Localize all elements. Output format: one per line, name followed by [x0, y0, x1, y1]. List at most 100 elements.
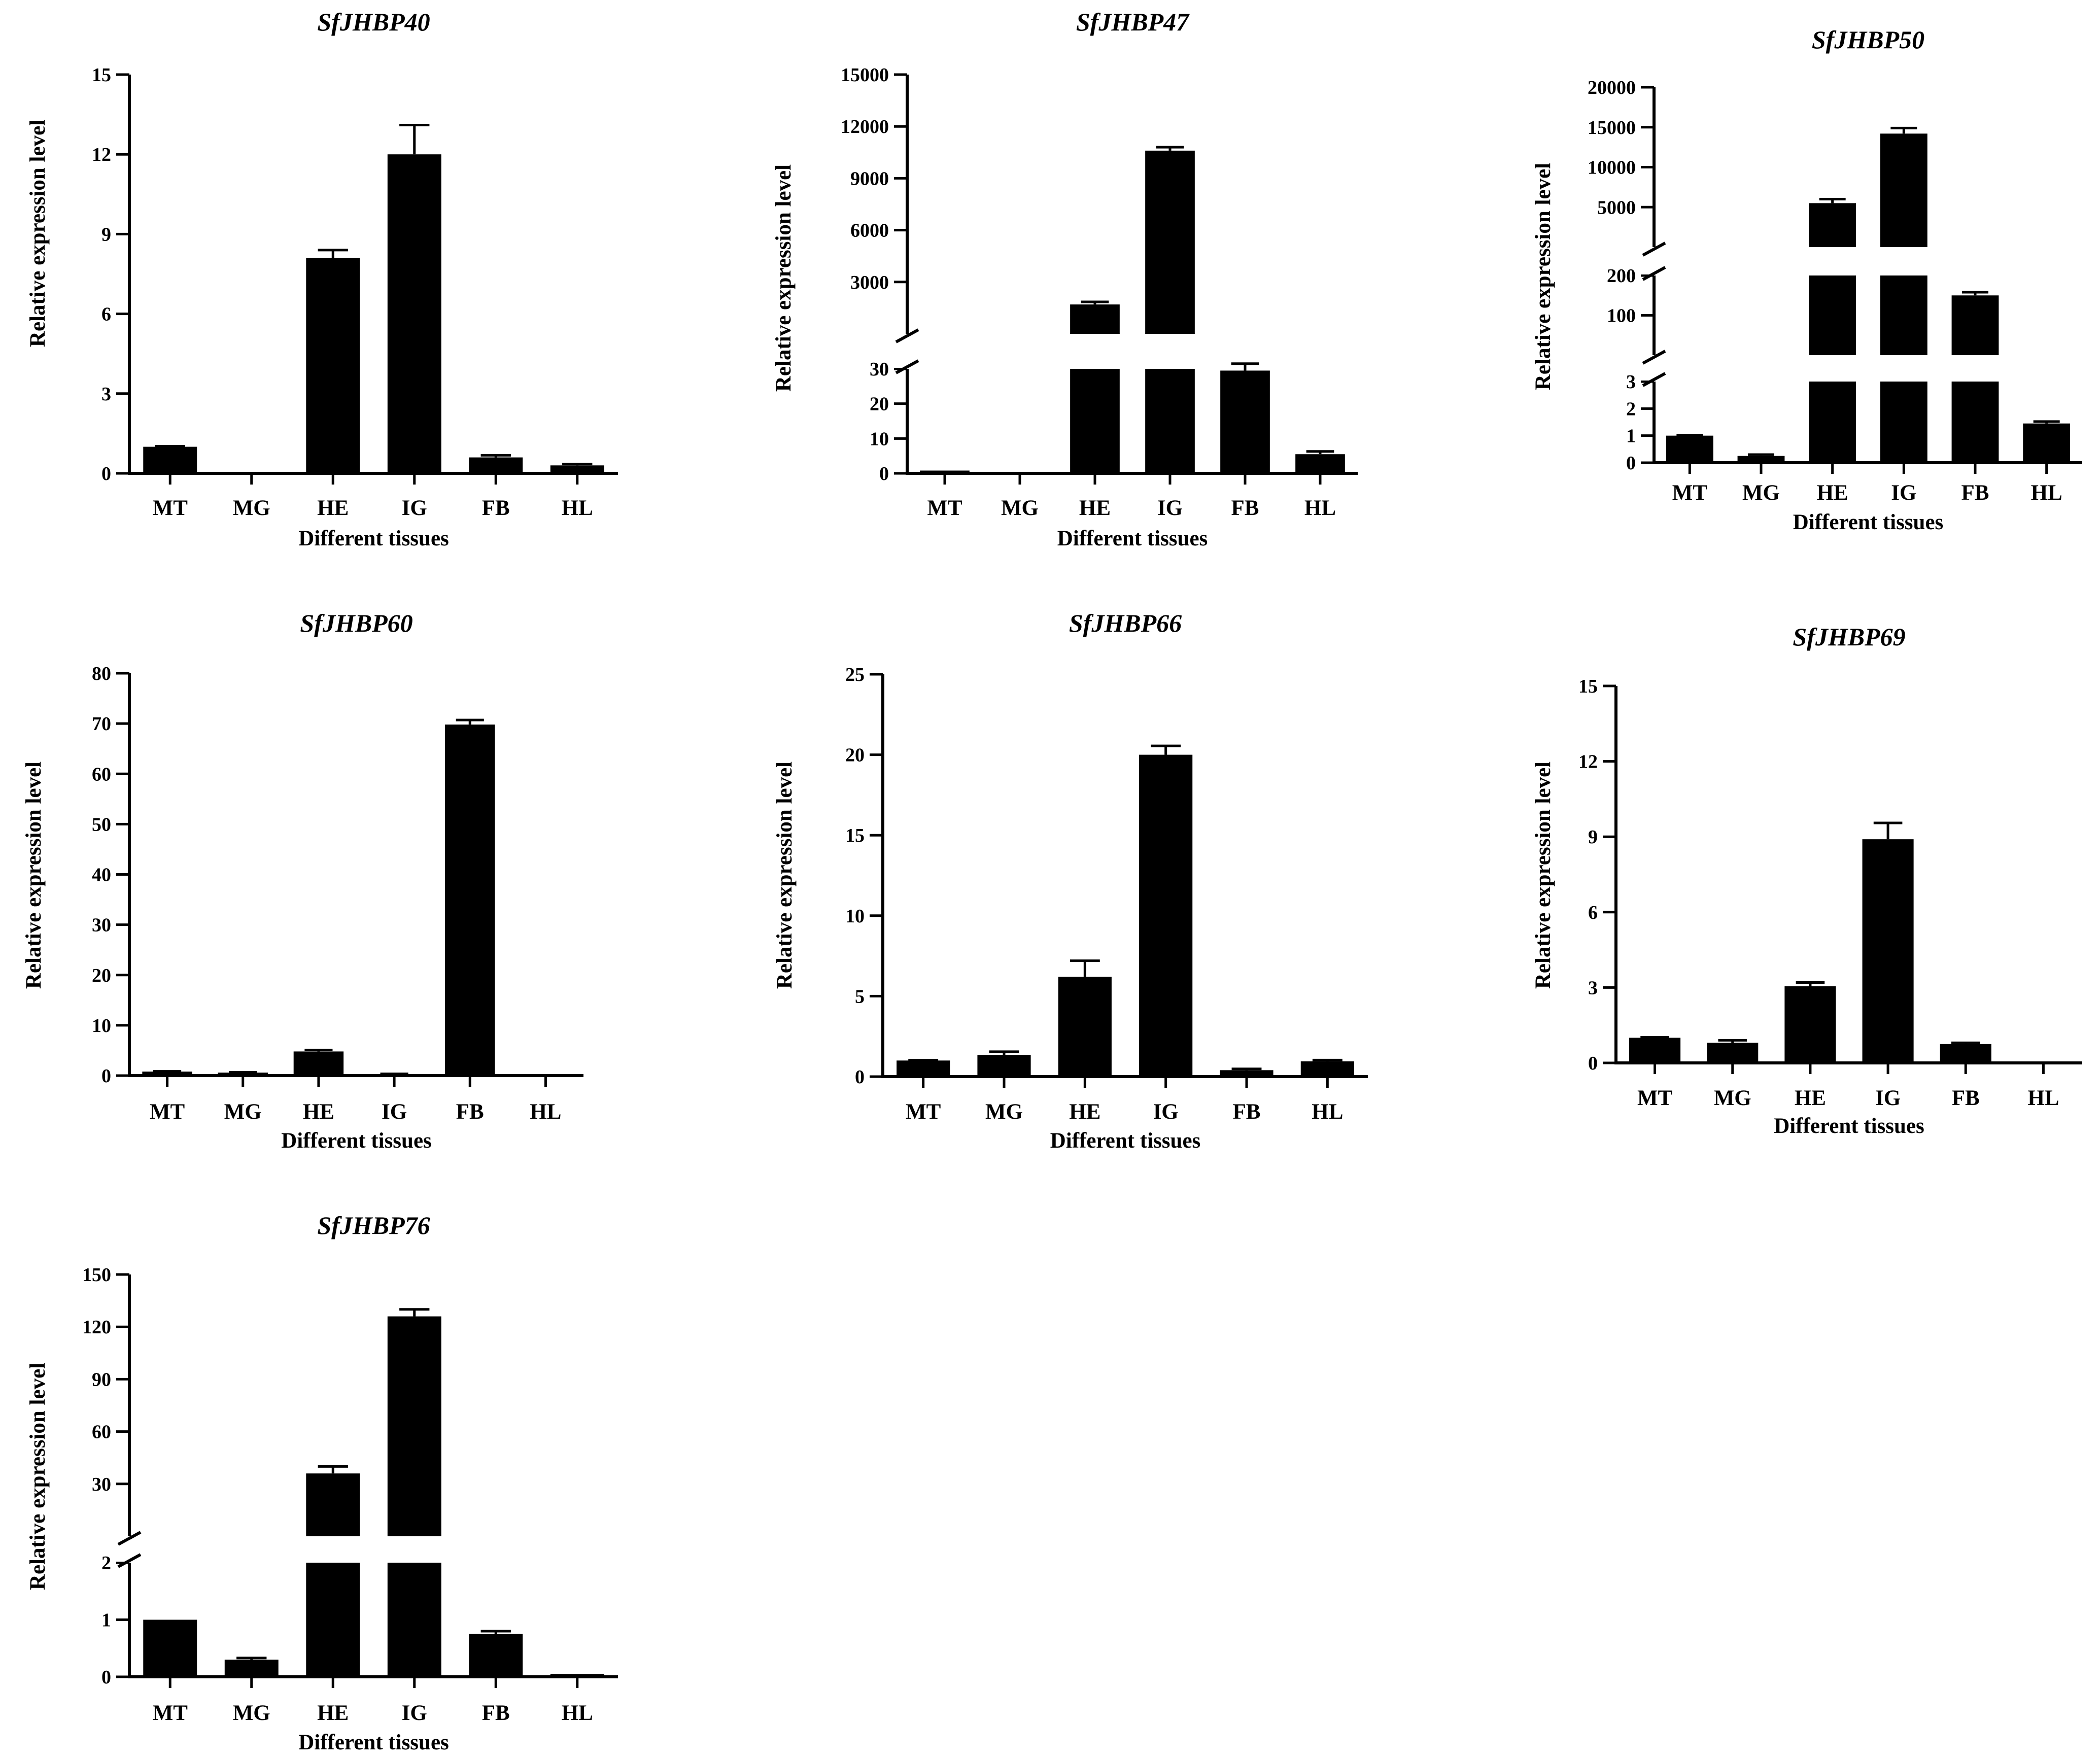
y-tick-label: 60	[92, 1422, 111, 1443]
y-tick-label: 0	[855, 1066, 865, 1088]
x-axis-label: Different tissues	[1793, 510, 1944, 534]
x-axis-label: Different tissues	[1050, 1129, 1201, 1153]
y-tick-label: 20	[870, 394, 889, 415]
y-tick-label: 2	[101, 1553, 111, 1574]
y-tick-label: 9	[1588, 826, 1598, 848]
error-bar-MT	[155, 445, 185, 448]
axis-break-mark	[1642, 350, 1666, 365]
x-tick-label: MT	[150, 1100, 185, 1124]
error-bar-MT	[1676, 434, 1703, 437]
y-tick-label: 1	[1626, 426, 1636, 447]
x-tick-label: HL	[2027, 1086, 2059, 1110]
x-tick-label: MT	[153, 496, 188, 520]
y-tick-label: 3	[101, 384, 111, 405]
y-tick-label: 20	[845, 745, 865, 766]
y-tick-label: 30	[870, 359, 889, 380]
x-axis: MT MG HE IG FB HL	[1653, 461, 2082, 505]
x-tick-label: FB	[482, 1701, 510, 1725]
x-tick-label: MG	[985, 1100, 1023, 1124]
bar-FB	[1220, 1070, 1273, 1077]
y-tick-label: 80	[92, 663, 111, 684]
x-axis-label: Different tissues	[1774, 1114, 1924, 1138]
chart-title: SfJHBP69	[1793, 623, 1905, 651]
x-tick-label: FB	[456, 1100, 484, 1124]
x-axis: MT MG HE IG FB HL	[906, 472, 1358, 520]
axis-break-mark	[895, 359, 919, 374]
y-axis-label: Relative expression level	[1531, 163, 1555, 390]
error-bar-HE	[1819, 198, 1846, 203]
x-tick-label: IG	[1875, 1086, 1901, 1110]
x-axis-label: Different tissues	[298, 527, 449, 550]
y-tick-label: 15000	[841, 64, 889, 86]
y-tick-label: 30	[92, 1474, 111, 1495]
chart-title: SfJHBP50	[1812, 25, 1924, 54]
error-bar-HE	[1070, 959, 1100, 977]
bar-MT	[897, 1060, 950, 1077]
error-bar-HL	[2033, 420, 2060, 424]
error-bar-MT	[908, 1059, 939, 1062]
bar-HE	[293, 1051, 344, 1076]
y-tick-label: 150	[82, 1264, 111, 1286]
error-bar-IG	[1873, 821, 1903, 840]
bar-HE-seg3	[1809, 203, 1856, 247]
bar-HE	[306, 258, 360, 473]
y-tick-label: 70	[92, 713, 111, 735]
bar-IG-seg1	[1880, 382, 1927, 463]
x-tick-label: HE	[303, 1100, 334, 1124]
chart-title: SfJHBP76	[317, 1211, 430, 1239]
bar-IG-seg1	[1145, 369, 1195, 473]
bar-MT-seg1	[1666, 435, 1713, 463]
error-bar-MT	[1640, 1036, 1669, 1039]
bar-IG	[1862, 839, 1914, 1063]
y-tick-label: 3	[1626, 371, 1636, 393]
y-axis: 0 3 6 9 12 15	[92, 64, 131, 485]
x-tick-label: HL	[2031, 481, 2062, 505]
chart-title: SfJHBP47	[1076, 8, 1190, 36]
x-tick-label: MG	[1714, 1086, 1751, 1110]
axis-break-mark	[895, 328, 919, 343]
x-tick-label: IG	[402, 496, 427, 520]
y-axis-label: Relative expression level	[26, 120, 50, 347]
y-axis: 0 10 20 30 3000 6000 9000 12000 15000	[841, 64, 922, 485]
x-tick-label: FB	[1233, 1100, 1261, 1124]
bar-FB-seg1	[1951, 382, 1999, 463]
y-tick-label: 5000	[1597, 197, 1636, 218]
x-tick-label: HL	[562, 1701, 593, 1725]
y-axis-label: Relative expression level	[772, 164, 796, 392]
bar-HE-seg1	[306, 1563, 360, 1677]
chart-panel-SfJHBP40: SfJHBP40 Relative expression level Differe…	[26, 8, 618, 550]
bar-HE-seg1	[1809, 382, 1856, 463]
bar-MG	[1707, 1043, 1759, 1063]
error-bar-FB	[480, 454, 511, 458]
y-tick-label: 40	[92, 865, 111, 886]
chart-panel-SfJHBP69: SfJHBP69 Relative expression level Differe…	[1531, 623, 2082, 1138]
y-tick-label: 100	[1607, 305, 1636, 327]
x-tick-label: IG	[382, 1100, 407, 1124]
chart-panel-SfJHBP66: SfJHBP66 Relative expression level Differe…	[773, 609, 1368, 1153]
error-bar-FB	[1951, 1041, 1980, 1044]
bar-HL	[550, 465, 604, 473]
bar-HL-seg1	[2023, 423, 2071, 463]
error-bar-FB	[480, 1630, 511, 1634]
x-tick-label: HL	[1304, 496, 1336, 520]
chart-title: SfJHBP40	[317, 8, 430, 36]
error-bar-FB	[1231, 1067, 1262, 1071]
axis-break-mark	[117, 1553, 142, 1568]
x-tick-label: IG	[402, 1701, 427, 1725]
x-tick-label: HL	[562, 496, 593, 520]
error-bar-HE	[318, 249, 348, 258]
error-bar-IG	[399, 124, 430, 155]
bar-MT	[1629, 1038, 1681, 1063]
bar-IG	[1139, 754, 1193, 1077]
x-tick-label: HE	[1079, 496, 1111, 520]
x-tick-label: MG	[1001, 496, 1039, 520]
x-tick-label: MT	[906, 1100, 941, 1124]
bar-HE-seg2	[1070, 304, 1120, 334]
y-tick-label: 3	[1588, 977, 1598, 998]
x-tick-label: MG	[233, 496, 270, 520]
y-axis-label: Relative expression level	[26, 1363, 50, 1590]
bar-HE-seg2	[1809, 275, 1856, 355]
error-bar-FB	[456, 718, 484, 725]
x-tick-label: MG	[224, 1100, 262, 1124]
axis-break-mark	[117, 1531, 142, 1546]
